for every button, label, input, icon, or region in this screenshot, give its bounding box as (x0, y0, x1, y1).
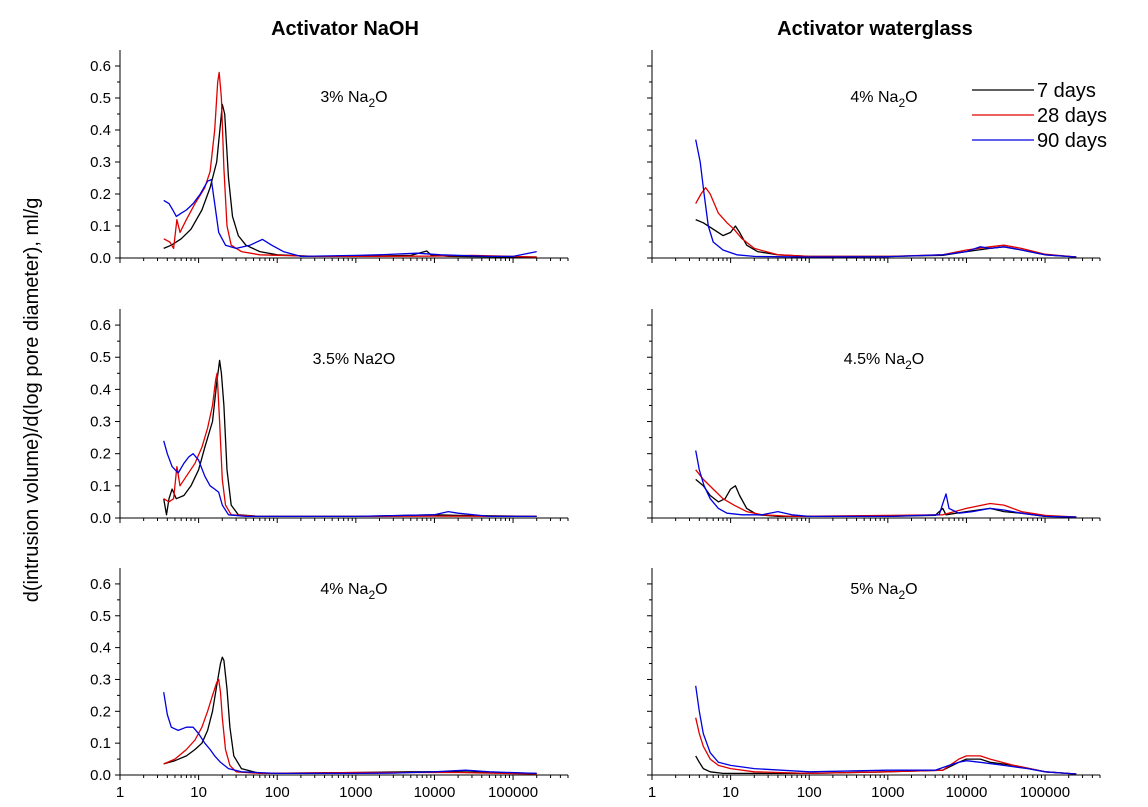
series-line-7-days (163, 656, 537, 775)
annotation-main: 4% Na (850, 89, 898, 106)
panel-annotation: 4% Na2O (320, 581, 387, 602)
y-tick-label: 0.4 (90, 640, 111, 657)
series-line-90-days (163, 440, 537, 518)
annotation-main: 4% Na (320, 581, 368, 598)
series-line-90-days (163, 692, 537, 775)
series-line-7-days (163, 359, 537, 518)
x-tick-label: 10000 (414, 784, 456, 801)
annotation-main: 5% Na (850, 581, 898, 598)
y-tick-label: 0.3 (90, 671, 111, 688)
y-tick-label: 0.3 (90, 154, 111, 171)
series-line-90-days (695, 450, 1077, 518)
panel-annotation: 4.5% Na2O (844, 351, 925, 372)
panel-annotation: 5% Na2O (850, 581, 917, 602)
x-tick-label: 100 (797, 784, 822, 801)
series-line-90-days (163, 178, 537, 258)
column-title-waterglass: Activator waterglass (777, 18, 973, 40)
x-tick-label: 100000 (488, 784, 538, 801)
annotation-tail: O (912, 351, 924, 368)
y-tick-label: 0.0 (90, 250, 111, 267)
y-tick-label: 0.2 (90, 703, 111, 720)
series-line-28-days (695, 186, 1077, 258)
x-tick-label: 1000 (339, 784, 372, 801)
y-tick-label: 0.0 (90, 510, 111, 527)
annotation-subscript: 2 (898, 96, 905, 110)
y-tick-label: 0.6 (90, 58, 111, 75)
x-tick-label: 10 (722, 784, 739, 801)
legend-label-2: 28 days (1037, 105, 1107, 127)
panel-5: 0.0 0.1 0.2 0.3 0.4 0.5 0.6 1 10 100 1000 10000 1000… (90, 568, 569, 801)
panel-annotation: 4% Na2O (850, 89, 917, 110)
y-tick-label: 0.2 (90, 186, 111, 203)
legend-label-1: 7 days (1037, 80, 1096, 102)
y-tick-label: 0.5 (90, 349, 111, 366)
panel-6: 1 10 100 1000 10000 100000 5% Na2O (647, 568, 1101, 801)
x-tick-label: 1 (116, 784, 124, 801)
annotation-subscript: 2 (368, 96, 375, 110)
y-tick-label: 0.5 (90, 608, 111, 625)
y-axis-label: d(intrusion volume)/d(log pore diameter)… (21, 198, 43, 603)
y-tick-label: 0.1 (90, 478, 111, 495)
series-line-90-days (695, 685, 1077, 775)
series-line-7-days (163, 103, 537, 258)
series-line-28-days (163, 678, 537, 775)
series-line-90-days (695, 139, 1077, 258)
y-tick-label: 0.0 (90, 767, 111, 784)
x-tick-label: 1 (648, 784, 656, 801)
legend: 7 days 28 days 90 days (972, 80, 1107, 152)
y-tick-label: 0.2 (90, 446, 111, 463)
annotation-tail: O (905, 89, 917, 106)
y-tick-label: 0.6 (90, 317, 111, 334)
panel-2: 4% Na2O (647, 50, 1101, 263)
panel-annotation: 3% Na2O (320, 89, 387, 110)
series-line-28-days (695, 717, 1077, 775)
annotation-main: 3.5% Na2O (313, 351, 396, 368)
annotation-subscript: 2 (368, 588, 375, 602)
annotation-subscript: 2 (905, 358, 912, 372)
panel-annotation: 3.5% Na2O (313, 351, 396, 368)
panels: 0.00.10.20.30.40.50.63% Na2O 4% Na2O0.00.… (90, 50, 1101, 801)
series-line-7-days (695, 478, 1077, 518)
y-tick-label: 0.6 (90, 576, 111, 593)
annotation-tail: O (905, 581, 917, 598)
annotation-subscript: 2 (898, 588, 905, 602)
column-title-naoh: Activator NaOH (271, 18, 419, 40)
y-tick-label: 0.4 (90, 122, 111, 139)
panel-3: 0.0 0.1 0.2 0.3 0.4 0.5 0.6 3.5% Na2O (90, 309, 569, 527)
annotation-tail: O (375, 581, 387, 598)
x-tick-label: 10 (190, 784, 207, 801)
y-tick-label: 0.4 (90, 381, 111, 398)
panel-4: 4.5% Na2O (647, 309, 1101, 523)
x-tick-label: 10000 (946, 784, 988, 801)
x-tick-label: 100 (265, 784, 290, 801)
y-tick-label: 0.3 (90, 414, 111, 431)
y-tick-label: 0.1 (90, 218, 111, 235)
legend-label-3: 90 days (1037, 130, 1107, 152)
y-tick-label: 0.1 (90, 735, 111, 752)
annotation-main: 3% Na (320, 89, 368, 106)
annotation-main: 4.5% Na (844, 351, 905, 368)
series-line-7-days (695, 219, 1077, 258)
series-line-28-days (695, 469, 1077, 518)
panel-1: 0.0 0.1 0.2 0.3 0.4 0.5 0.6 3% Na2O (90, 50, 569, 267)
x-tick-label: 1000 (871, 784, 904, 801)
y-tick-label: 0.5 (90, 90, 111, 107)
annotation-tail: O (375, 89, 387, 106)
x-tick-label: 100000 (1020, 784, 1070, 801)
